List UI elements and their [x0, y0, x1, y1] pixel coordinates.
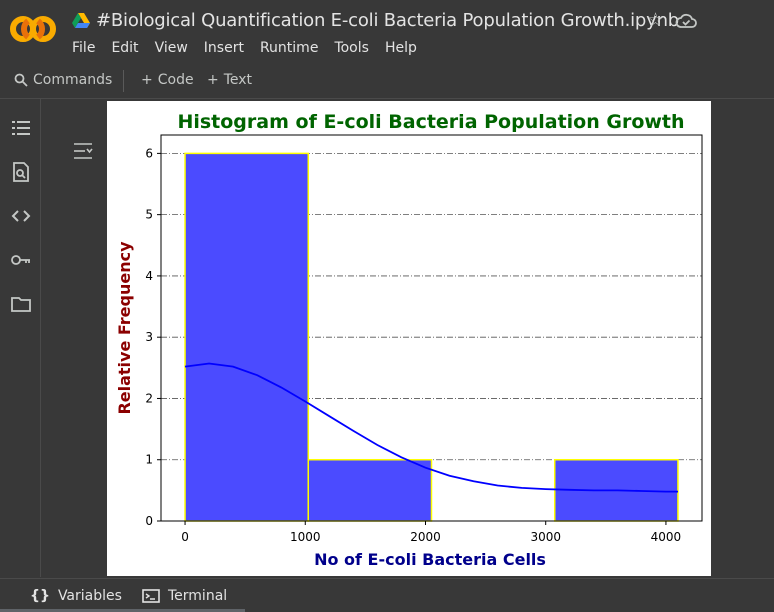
commands-label: Commands	[33, 72, 113, 88]
cell-output: Histogram of E-coli Bacteria Population …	[107, 101, 711, 576]
menu-edit[interactable]: Edit	[111, 40, 139, 56]
x-tick-label: 2000	[410, 530, 441, 544]
google-drive-icon[interactable]	[72, 12, 90, 29]
find-replace-icon[interactable]	[10, 161, 32, 183]
braces-icon: {}	[30, 588, 50, 604]
chart-title: Histogram of E-coli Bacteria Population …	[177, 111, 684, 133]
x-tick-label: 1000	[290, 530, 321, 544]
add-text-button[interactable]: + Text	[207, 72, 252, 88]
menu-insert[interactable]: Insert	[203, 40, 244, 56]
toolbar-divider	[123, 70, 124, 92]
x-tick-label: 4000	[651, 530, 682, 544]
output-actions-icon[interactable]	[72, 140, 94, 162]
toolbar: Commands + Code + Text	[0, 66, 774, 99]
status-bar: {} Variables Terminal	[0, 578, 774, 612]
kde-line	[184, 362, 678, 493]
secrets-key-icon[interactable]	[10, 249, 32, 271]
plus-icon: +	[141, 72, 153, 88]
left-sidebar	[0, 99, 41, 577]
terminal-button[interactable]: Terminal	[142, 588, 227, 604]
y-tick-label: 4	[145, 269, 153, 283]
menu-runtime[interactable]: Runtime	[259, 40, 319, 56]
x-tick-label: 0	[181, 530, 189, 544]
commands-button[interactable]: Commands	[14, 72, 112, 88]
y-tick-label: 3	[145, 330, 153, 344]
colab-logo[interactable]	[10, 12, 56, 46]
star-icon[interactable]: ☆	[647, 10, 665, 31]
x-tick-label: 3000	[530, 530, 561, 544]
histogram-bar	[184, 152, 310, 522]
y-tick-label: 5	[145, 208, 153, 222]
code-snippets-icon[interactable]	[10, 205, 32, 227]
menu-tools[interactable]: Tools	[334, 40, 369, 56]
histogram-bar	[307, 458, 433, 522]
x-axis-label: No of E-coli Bacteria Cells	[314, 550, 546, 569]
add-code-label: Code	[157, 72, 194, 88]
terminal-icon	[142, 589, 160, 603]
notebook-title[interactable]: #Biological Quantification E-coli Bacter…	[96, 10, 680, 31]
plus-icon: +	[207, 72, 219, 88]
menu-view[interactable]: View	[154, 40, 188, 56]
header: #Biological Quantification E-coli Bacter…	[0, 0, 774, 66]
variables-button[interactable]: {} Variables	[30, 588, 122, 604]
y-axis-label: Relative Frequency	[115, 241, 134, 415]
search-icon	[14, 73, 28, 87]
histogram-chart: Histogram of E-coli Bacteria Population …	[115, 111, 703, 569]
table-of-contents-icon[interactable]	[10, 117, 32, 139]
menu-file[interactable]: File	[72, 40, 96, 56]
cloud-saved-icon[interactable]	[675, 11, 697, 31]
terminal-label: Terminal	[168, 588, 228, 604]
files-folder-icon[interactable]	[10, 293, 32, 315]
y-tick-label: 1	[145, 453, 153, 467]
add-text-label: Text	[223, 72, 253, 88]
menu-bar: File Edit View Insert Runtime Tools Help	[72, 40, 433, 56]
plot-frame	[160, 134, 703, 522]
variables-label: Variables	[57, 588, 122, 604]
add-code-button[interactable]: + Code	[141, 72, 194, 88]
y-tick-label: 2	[145, 391, 153, 405]
y-tick-label: 6	[145, 146, 153, 160]
y-tick-label: 0	[145, 514, 153, 528]
menu-help[interactable]: Help	[384, 40, 417, 56]
